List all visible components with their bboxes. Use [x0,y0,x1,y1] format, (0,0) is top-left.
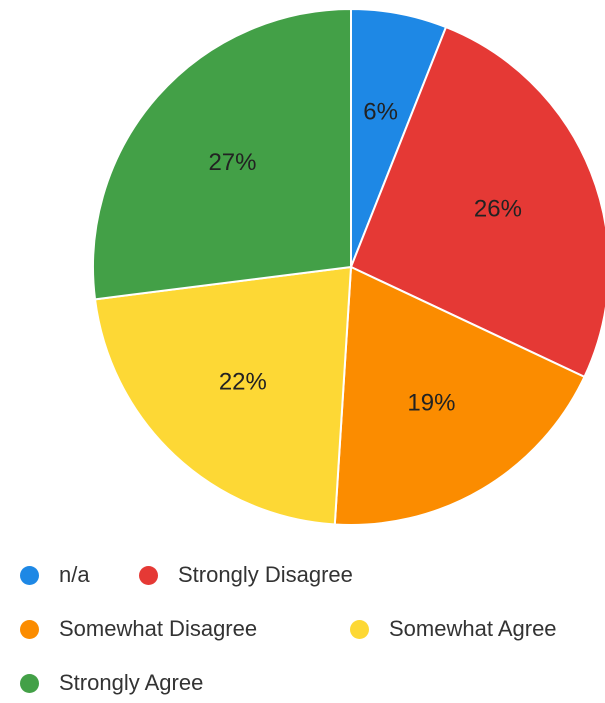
slice-label-n-a: 6% [363,98,398,125]
legend-label-na: n/a [59,562,90,587]
slice-label-somewhat-disagree: 19% [407,389,455,416]
pie-slice-strongly-disagree[interactable] [349,25,605,379]
legend-dot-somewhat-disagree [20,619,39,639]
legend-item-somewhat-agree[interactable]: Somewhat Agree [350,609,557,649]
legend-item-strongly-agree[interactable]: Strongly Agree [20,663,203,703]
legend-label-somewhat-disagree: Somewhat Disagree [59,616,258,641]
legend-item-na[interactable]: n/a [20,555,90,595]
pie-chart: 6% 26% 19% 22% 27% [92,7,605,526]
legend-label-strongly-agree: Strongly Agree [59,670,204,695]
legend-dot-strongly-disagree [139,565,158,585]
legend-label-somewhat-agree: Somewhat Agree [389,616,557,641]
legend-item-strongly-disagree[interactable]: Strongly Disagree [139,555,353,595]
legend-label-strongly-disagree: Strongly Disagree [178,562,353,587]
pie-slice-strongly-agree[interactable] [92,7,352,301]
slice-label-somewhat-agree: 22% [219,369,267,396]
pie-slices [92,7,605,526]
slice-label-strongly-disagree: 26% [474,195,522,222]
pie-slice-somewhat-disagree[interactable] [333,265,586,526]
legend-item-somewhat-disagree[interactable]: Somewhat Disagree [20,609,257,649]
legend-dot-strongly-agree [20,673,39,693]
pie-slice-somewhat-agree[interactable] [93,265,353,526]
pie-slice-labels: 6% 26% 19% 22% 27% [208,98,521,416]
legend-dot-somewhat-agree [350,619,369,639]
slice-label-strongly-agree: 27% [208,149,256,176]
legend-dot-na [20,565,39,585]
